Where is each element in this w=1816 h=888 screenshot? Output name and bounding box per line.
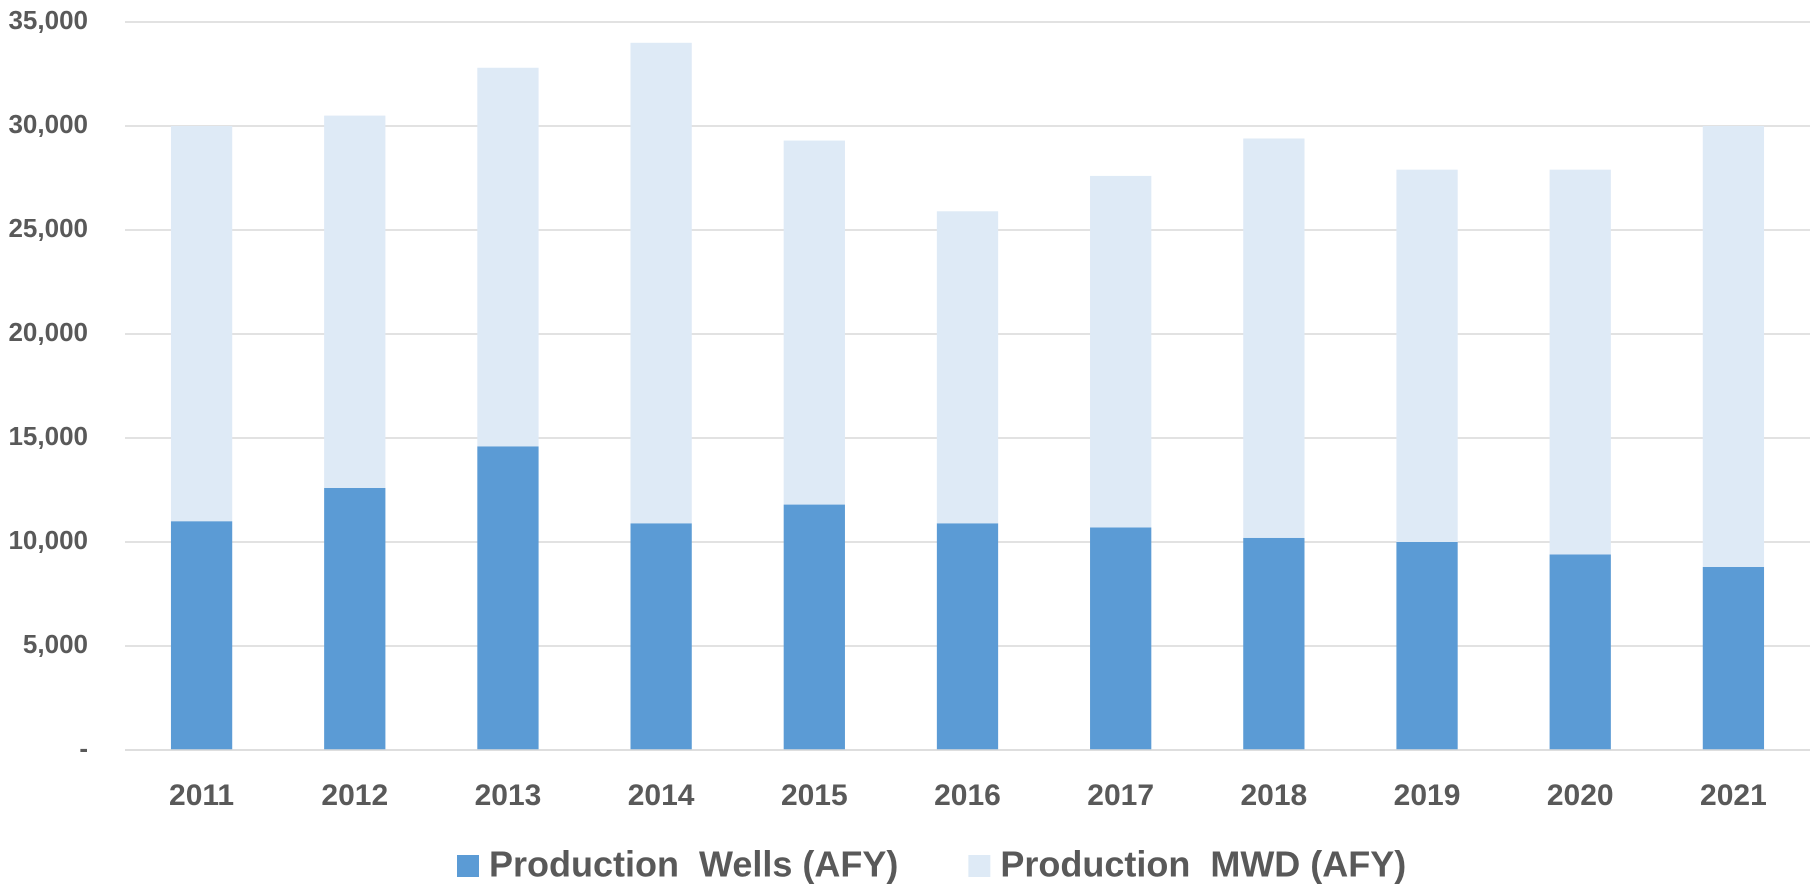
legend-swatch [457, 855, 479, 877]
bar-segment [1396, 169, 1458, 542]
bar-segment [936, 211, 999, 524]
bar-segment [783, 504, 845, 750]
bar-segment [1243, 138, 1305, 538]
bar-segment [170, 521, 233, 750]
x-tick-label: 2020 [1547, 779, 1614, 812]
y-tick-label: 10,000 [8, 525, 88, 555]
bar-segment [1243, 537, 1305, 750]
y-tick-label: 20,000 [8, 317, 88, 347]
bar-segment [324, 115, 386, 488]
x-tick-label: 2016 [934, 779, 1001, 812]
bar-segment [630, 523, 692, 750]
legend-swatch [968, 855, 991, 877]
bar-segment [630, 42, 692, 524]
legend-label: Production MWD (AFY) [1000, 844, 1406, 885]
bar-segment [1702, 566, 1765, 750]
y-tick-label: 25,000 [8, 213, 88, 243]
y-tick-label: - [79, 733, 88, 763]
bar-segment [936, 523, 999, 750]
x-tick-label: 2017 [1087, 779, 1154, 812]
x-tick-label: 2018 [1240, 779, 1307, 812]
x-tick-label: 2021 [1700, 779, 1767, 812]
bar-segment [1090, 175, 1152, 528]
x-tick-label: 2015 [781, 779, 848, 812]
y-tick-label: 35,000 [8, 5, 88, 35]
y-tick-label: 5,000 [23, 629, 88, 659]
bar-segment [477, 67, 539, 447]
legend-label: Production Wells (AFY) [489, 844, 898, 885]
bar-segment [1549, 554, 1611, 750]
y-tick-label: 15,000 [8, 421, 88, 451]
x-tick-label: 2011 [169, 779, 234, 812]
x-tick-label: 2013 [475, 779, 542, 812]
bar-segment [324, 487, 386, 750]
y-tick-label: 30,000 [8, 109, 88, 139]
x-tick-label: 2014 [628, 779, 695, 812]
bar-segment [783, 140, 845, 505]
bar-segment [1396, 542, 1458, 750]
bar-segment [1549, 169, 1611, 555]
bar-segment [170, 126, 233, 522]
x-tick-label: 2012 [321, 779, 388, 812]
bar-segment [1090, 527, 1152, 750]
x-tick-label: 2019 [1394, 779, 1461, 812]
bar-segment [477, 446, 539, 750]
bar-segment [1702, 126, 1765, 567]
